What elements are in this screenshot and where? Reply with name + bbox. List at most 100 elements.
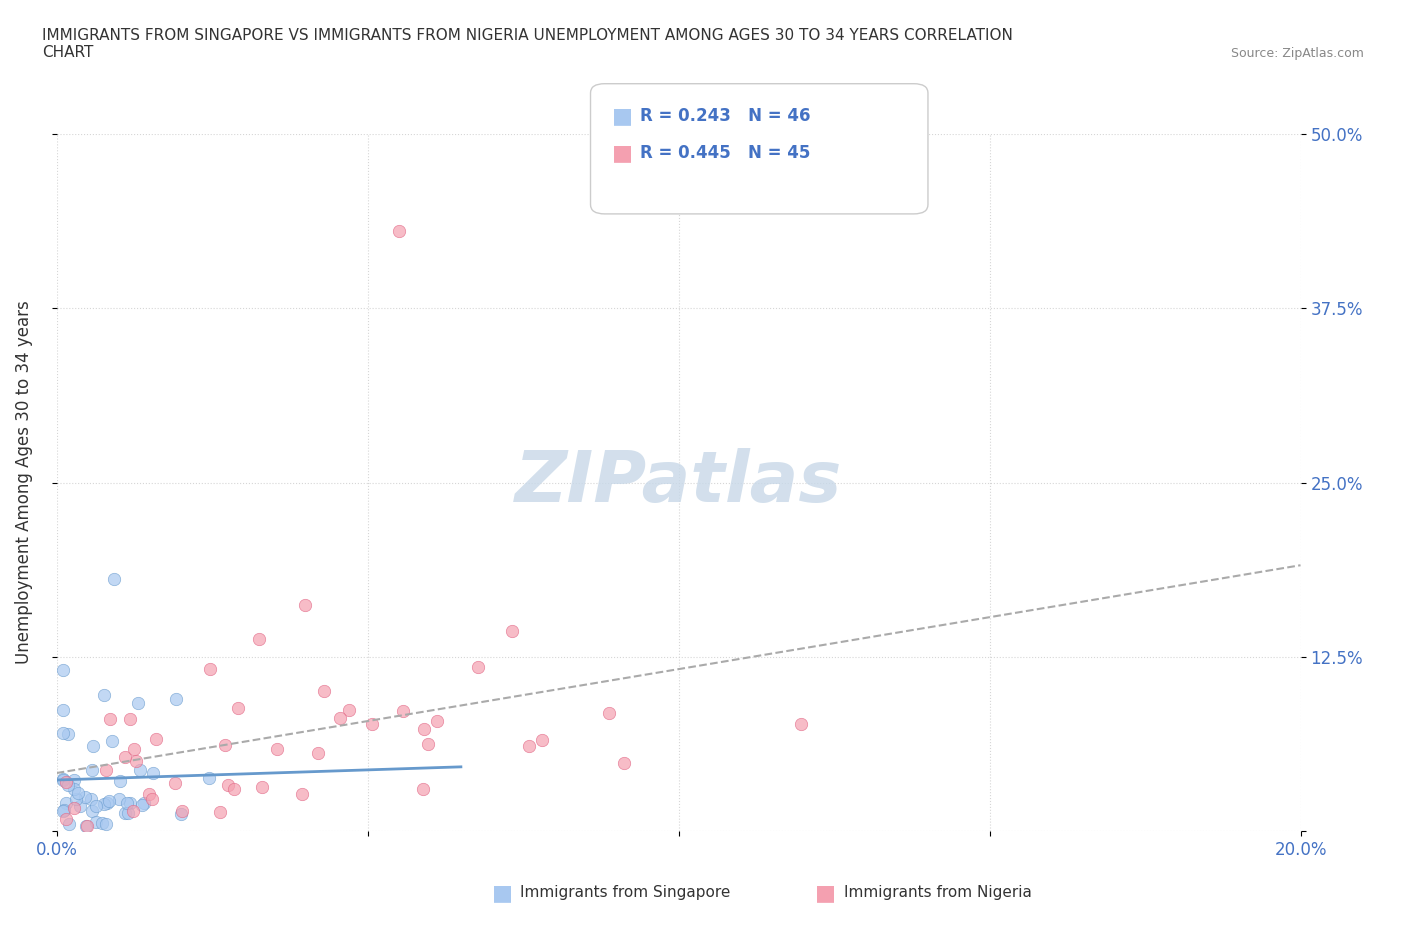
Text: Source: ZipAtlas.com: Source: ZipAtlas.com	[1230, 46, 1364, 60]
Point	[412, 781, 434, 796]
Point	[52, 773, 75, 788]
Point	[388, 224, 411, 239]
Point	[214, 737, 236, 752]
Point	[416, 737, 439, 751]
Point	[110, 774, 132, 789]
Point	[56, 777, 79, 792]
Point	[426, 713, 449, 728]
Point	[63, 801, 86, 816]
Point	[134, 796, 156, 811]
Point	[97, 793, 120, 808]
Point	[94, 817, 117, 831]
Text: ■: ■	[815, 883, 837, 903]
Point	[361, 716, 384, 731]
Point	[115, 796, 138, 811]
Text: Immigrants from Singapore: Immigrants from Singapore	[520, 885, 731, 900]
Point	[250, 779, 273, 794]
Point	[117, 806, 139, 821]
Point	[84, 799, 107, 814]
Point	[118, 711, 141, 726]
Point	[93, 688, 115, 703]
Point	[55, 775, 77, 790]
Point	[52, 771, 75, 786]
Point	[118, 795, 141, 810]
Point	[82, 763, 104, 777]
Point	[339, 702, 361, 717]
Point	[114, 750, 136, 764]
Point	[312, 684, 335, 698]
Point	[145, 731, 167, 746]
Point	[170, 804, 193, 818]
Point	[124, 741, 146, 756]
Point	[517, 738, 540, 753]
Point	[127, 696, 149, 711]
Point	[129, 763, 152, 777]
Point	[103, 572, 125, 587]
Point	[65, 791, 87, 806]
Text: Immigrants from Nigeria: Immigrants from Nigeria	[844, 885, 1032, 900]
Point	[163, 776, 186, 790]
Point	[200, 661, 222, 676]
Point	[294, 597, 316, 612]
Point	[291, 787, 314, 802]
Point	[91, 816, 114, 830]
Point	[53, 803, 76, 817]
Point	[108, 791, 131, 806]
Point	[138, 787, 160, 802]
Point	[228, 700, 250, 715]
Y-axis label: Unemployment Among Ages 30 to 34 years: Unemployment Among Ages 30 to 34 years	[15, 300, 32, 664]
Point	[224, 781, 246, 796]
Point	[391, 703, 413, 718]
Point	[55, 796, 77, 811]
Point	[165, 692, 187, 707]
Text: ■: ■	[612, 106, 633, 126]
Point	[76, 818, 98, 833]
Point	[101, 734, 124, 749]
Point	[69, 799, 91, 814]
Point	[67, 785, 90, 800]
Point	[530, 733, 553, 748]
Text: ZIPatlas: ZIPatlas	[515, 448, 842, 517]
Point	[170, 806, 193, 821]
Point	[82, 804, 104, 818]
Point	[84, 815, 107, 830]
Point	[329, 711, 352, 726]
Point	[114, 805, 136, 820]
Point	[58, 817, 80, 831]
Text: R = 0.243   N = 46: R = 0.243 N = 46	[640, 107, 810, 126]
Point	[266, 741, 288, 756]
Point	[52, 662, 75, 677]
Point	[217, 777, 239, 792]
Text: ■: ■	[492, 883, 513, 903]
Point	[125, 753, 148, 768]
Point	[208, 804, 231, 819]
Point	[94, 763, 117, 777]
Point	[467, 660, 489, 675]
Point	[121, 804, 143, 818]
Point	[82, 739, 104, 754]
Point	[56, 726, 79, 741]
Point	[790, 716, 813, 731]
Point	[142, 765, 165, 780]
Text: IMMIGRANTS FROM SINGAPORE VS IMMIGRANTS FROM NIGERIA UNEMPLOYMENT AMONG AGES 30 : IMMIGRANTS FROM SINGAPORE VS IMMIGRANTS …	[42, 28, 1014, 60]
Point	[249, 632, 271, 647]
Point	[412, 722, 434, 737]
Point	[198, 771, 221, 786]
Point	[613, 755, 636, 770]
Point	[52, 804, 75, 818]
Point	[55, 811, 77, 826]
Point	[52, 725, 75, 740]
Point	[75, 818, 97, 833]
Point	[93, 797, 115, 812]
Point	[73, 790, 96, 804]
Point	[52, 703, 75, 718]
Text: R = 0.445   N = 45: R = 0.445 N = 45	[640, 144, 810, 163]
Point	[141, 791, 163, 806]
Point	[501, 624, 523, 639]
Point	[62, 772, 84, 787]
Point	[98, 711, 121, 726]
Point	[598, 705, 620, 720]
Point	[131, 798, 153, 813]
Point	[63, 781, 86, 796]
Point	[307, 746, 329, 761]
